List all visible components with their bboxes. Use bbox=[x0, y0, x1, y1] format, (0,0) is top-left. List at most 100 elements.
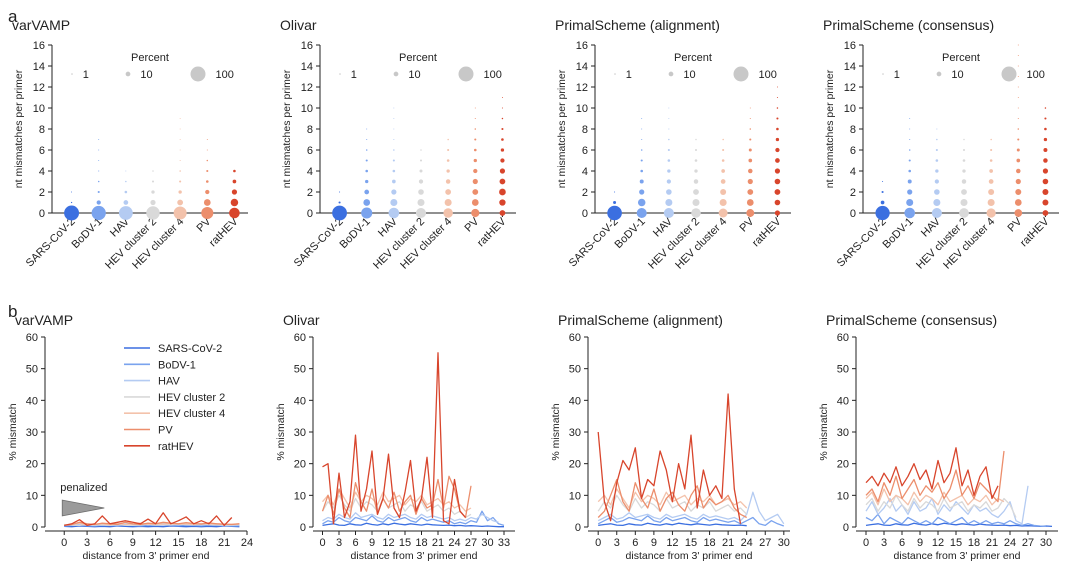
x-tick-label: 9 bbox=[917, 537, 923, 549]
y-tick-label: 2 bbox=[850, 187, 856, 199]
x-tick-label: 15 bbox=[950, 537, 962, 549]
dot-hav bbox=[935, 159, 939, 162]
dot-rathev bbox=[232, 179, 237, 184]
dot-bodv-1 bbox=[98, 139, 100, 140]
dot-hav bbox=[667, 148, 670, 152]
dot-pv bbox=[205, 180, 209, 183]
dot-bodv-1 bbox=[907, 189, 913, 195]
dot-hev-cluster-2 bbox=[417, 198, 425, 207]
x-tick-label: PV bbox=[738, 215, 757, 234]
dotplot-varvamp: varVAMP 0 2 4 6 8 10 12 14 16 nt mismatches per pr… bbox=[12, 17, 248, 272]
dot-hev-cluster-4 bbox=[988, 179, 994, 184]
panel-letter-b: b bbox=[8, 302, 17, 321]
dot-hav bbox=[124, 190, 128, 194]
legend-label-pv: PV bbox=[158, 425, 173, 437]
y-tick-label: 10 bbox=[569, 490, 581, 502]
dot-hev-cluster-4 bbox=[445, 189, 452, 195]
dot-pv bbox=[1016, 148, 1020, 152]
dot-hev-cluster-2 bbox=[150, 199, 156, 206]
x-tick-label: 6 bbox=[352, 537, 358, 549]
y-tick-label: 20 bbox=[837, 459, 849, 471]
dot-rathev bbox=[776, 117, 779, 120]
y-tick-label: 40 bbox=[26, 395, 38, 407]
series-line-sars-cov-2 bbox=[322, 522, 504, 528]
dot-pv bbox=[472, 189, 479, 195]
size-legend-dot bbox=[733, 66, 749, 82]
y-axis-label: % mismatch bbox=[550, 403, 562, 460]
dot-pv bbox=[1017, 107, 1019, 109]
y-tick-label: 60 bbox=[294, 332, 306, 344]
chart-title: varVAMP bbox=[15, 312, 73, 328]
dot-pv bbox=[747, 189, 754, 195]
y-tick-label: 50 bbox=[294, 364, 306, 376]
dot-hev-cluster-2 bbox=[418, 179, 424, 184]
dot-hav bbox=[668, 128, 670, 130]
y-tick-label: 30 bbox=[569, 427, 581, 439]
dot-pv bbox=[473, 148, 477, 152]
dot-hav bbox=[931, 207, 942, 219]
y-tick-label: 10 bbox=[26, 490, 38, 502]
dot-pv bbox=[205, 189, 210, 195]
series-line-hav bbox=[597, 491, 785, 525]
dot-hev-cluster-2 bbox=[694, 159, 698, 162]
dot-pv bbox=[203, 199, 211, 206]
legend-label-hav: HAV bbox=[158, 376, 180, 388]
size-legend-dot bbox=[125, 71, 131, 77]
dot-rathev bbox=[1042, 168, 1049, 174]
series-line-hev-cluster-2 bbox=[865, 494, 1017, 518]
dot-pv bbox=[1017, 86, 1019, 88]
dot-hev-cluster-4 bbox=[447, 138, 449, 141]
dot-hev-cluster-4 bbox=[179, 170, 181, 172]
dotplot-olivar: Olivar 0 2 4 6 8 10 12 14 16 nt mismatches per pri… bbox=[280, 17, 516, 272]
dot-hev-cluster-2 bbox=[692, 198, 700, 207]
lineplot-varvamp: varVAMP 0 10 20 30 40 50 60 0 3 6 9 12 15 18 21 24 distan… bbox=[7, 312, 253, 562]
dot-hav bbox=[668, 138, 670, 141]
dot-pv bbox=[1016, 168, 1021, 174]
dot-hev-cluster-2 bbox=[963, 138, 965, 141]
dot-bodv-1 bbox=[641, 118, 643, 119]
dot-rathev bbox=[774, 210, 781, 216]
y-tick-label: 6 bbox=[850, 145, 856, 157]
y-axis-label: % mismatch bbox=[275, 403, 287, 460]
y-tick-label: 10 bbox=[844, 103, 856, 115]
y-tick-label: 0 bbox=[32, 522, 38, 534]
x-tick-label: 15 bbox=[685, 537, 697, 549]
size-legend-label: 100 bbox=[484, 69, 502, 81]
dot-bodv-1 bbox=[366, 138, 368, 141]
x-tick-label: 12 bbox=[666, 537, 678, 549]
dot-hav bbox=[666, 189, 672, 195]
x-tick-label: 21 bbox=[218, 537, 230, 549]
dot-bodv-1 bbox=[639, 179, 644, 184]
y-tick-label: 40 bbox=[569, 395, 581, 407]
dot-hev-cluster-2 bbox=[962, 148, 966, 152]
x-tick-label: 9 bbox=[130, 537, 136, 549]
y-tick-label: 20 bbox=[569, 459, 581, 471]
x-tick-label: HAV bbox=[919, 215, 943, 239]
dot-pv bbox=[749, 128, 752, 130]
y-tick-label: 8 bbox=[307, 124, 313, 136]
dot-pv bbox=[473, 158, 477, 163]
dot-pv bbox=[749, 107, 751, 109]
dot-rathev bbox=[499, 199, 506, 206]
y-tick-label: 14 bbox=[33, 61, 45, 73]
chart-title: PrimalScheme (consensus) bbox=[823, 17, 994, 33]
dot-rathev bbox=[499, 188, 506, 196]
dot-bodv-1 bbox=[365, 149, 368, 151]
dot-bodv-1 bbox=[98, 149, 100, 151]
x-tick-label: 18 bbox=[703, 537, 715, 549]
dot-bodv-1 bbox=[640, 159, 643, 162]
x-tick-label: BoDV-1 bbox=[613, 216, 648, 251]
x-tick-label: 27 bbox=[1022, 537, 1034, 549]
series-line-hav bbox=[865, 485, 1029, 525]
y-tick-label: 30 bbox=[26, 427, 38, 439]
dot-rathev bbox=[774, 178, 781, 185]
series-line-sars-cov-2 bbox=[865, 522, 1053, 528]
dot-sars-cov-2 bbox=[339, 191, 341, 193]
dot-pv bbox=[474, 107, 476, 109]
chart-title: PrimalScheme (alignment) bbox=[558, 312, 723, 328]
y-tick-label: 60 bbox=[569, 332, 581, 344]
x-tick-label: 12 bbox=[149, 537, 161, 549]
dot-hav bbox=[934, 189, 940, 195]
legend-label-hev-cluster-2: HEV cluster 2 bbox=[158, 392, 225, 404]
